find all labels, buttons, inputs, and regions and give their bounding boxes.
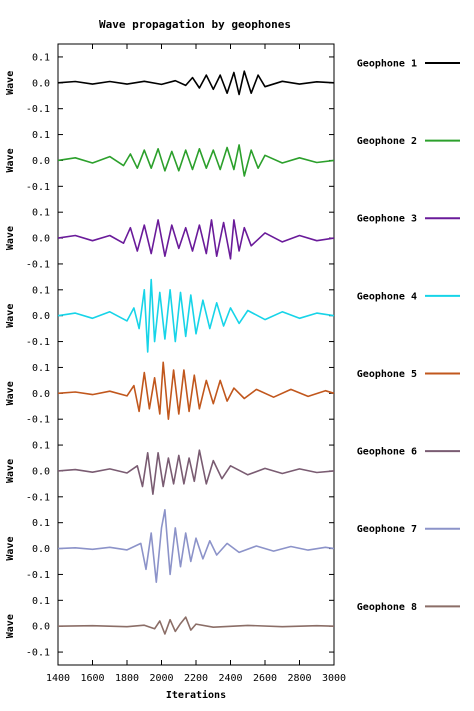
panel-5: 0.1 0.0 -0.1 Wave — [5, 361, 335, 426]
plot-frame — [57, 43, 335, 666]
x-tick-label: 2600 — [253, 673, 277, 684]
y-tick-label: 0.0 — [32, 466, 50, 477]
series-line-2 — [57, 144, 335, 177]
y-tick-label: 0.1 — [32, 596, 50, 607]
series-line-4 — [57, 278, 335, 353]
panel-4: 0.1 0.0 -0.1 Wave — [5, 278, 335, 353]
panel-2: 0.1 0.0 -0.1 Wave — [5, 130, 335, 193]
legend-item-4: Geophone 4 — [357, 291, 460, 302]
y-tick-label: 0.0 — [32, 234, 50, 245]
y-tick-label: -0.1 — [26, 492, 50, 503]
legend-item-3: Geophone 3 — [357, 214, 460, 225]
panels: 0.1 0.0 -0.1 Wave 0.1 0.0 -0.1 Wave 0.1 0.0 -0.1 Wa… — [5, 43, 335, 666]
series-line-3 — [57, 219, 335, 260]
y-axis-label: Wave — [5, 381, 16, 405]
panel-3: 0.1 0.0 -0.1 Wave — [5, 208, 335, 270]
y-axis-label: Wave — [5, 537, 16, 561]
chart-title: Wave propagation by geophones — [99, 18, 291, 31]
legend-item-1: Geophone 1 — [357, 58, 460, 69]
y-axis-label: Wave — [5, 614, 16, 638]
legend-label: Geophone 4 — [357, 291, 417, 302]
series-line-1 — [57, 70, 335, 96]
x-tick-label: 2000 — [149, 673, 173, 684]
y-tick-label: -0.1 — [26, 415, 50, 426]
y-tick-label: 0.1 — [32, 130, 50, 141]
y-tick-label: -0.1 — [26, 648, 50, 659]
x-tick-label: 2200 — [184, 673, 208, 684]
y-tick-label: 0.1 — [32, 363, 50, 374]
legend-label: Geophone 8 — [357, 602, 417, 613]
panel-6: 0.1 0.0 -0.1 Wave — [5, 441, 335, 503]
x-tick-label: 3000 — [322, 673, 346, 684]
y-tick-label: 0.0 — [32, 311, 50, 322]
x-tick-label: 2800 — [287, 673, 311, 684]
legend-label: Geophone 1 — [357, 58, 417, 69]
y-axis-label: Wave — [5, 459, 16, 483]
y-tick-label: 0.1 — [32, 441, 50, 452]
panel-8: 0.1 0.0 -0.1 Wave — [5, 596, 335, 659]
legend-label: Geophone 6 — [357, 447, 417, 458]
legend-label: Geophone 2 — [357, 136, 417, 147]
series-line-6 — [57, 449, 335, 496]
legend-item-5: Geophone 5 — [357, 369, 460, 380]
y-axis-label: Wave — [5, 71, 16, 95]
y-tick-label: -0.1 — [26, 259, 50, 270]
y-axis-label: Wave — [5, 226, 16, 250]
y-tick-label: -0.1 — [26, 104, 50, 115]
y-tick-label: -0.1 — [26, 182, 50, 193]
panel-7: 0.1 0.0 -0.1 Wave — [5, 508, 335, 584]
y-tick-label: 0.0 — [32, 622, 50, 633]
y-tick-label: 0.1 — [32, 52, 50, 63]
y-tick-label: -0.1 — [26, 570, 50, 581]
y-axis-label: Wave — [5, 148, 16, 172]
legend-item-7: Geophone 7 — [357, 524, 460, 535]
series-line-5 — [57, 361, 335, 421]
x-tick-label: 1400 — [46, 673, 70, 684]
y-tick-label: -0.1 — [26, 337, 50, 348]
legend-item-8: Geophone 8 — [357, 602, 460, 613]
series-line-8 — [57, 616, 335, 635]
panel-1: 0.1 0.0 -0.1 Wave — [5, 52, 335, 115]
series-line-7 — [57, 508, 335, 584]
x-axis-label: Iterations — [166, 689, 226, 701]
y-tick-label: 0.0 — [32, 156, 50, 167]
x-tick-label: 2400 — [218, 673, 242, 684]
y-tick-label: 0.1 — [32, 285, 50, 296]
x-tick-label: 1800 — [115, 673, 139, 684]
y-tick-label: 0.0 — [32, 78, 50, 89]
legend-label: Geophone 5 — [357, 369, 417, 380]
y-tick-label: 0.1 — [32, 518, 50, 529]
legend-label: Geophone 7 — [357, 524, 417, 535]
legend-item-2: Geophone 2 — [357, 136, 460, 147]
y-tick-label: 0.0 — [32, 389, 50, 400]
y-tick-label: 0.1 — [32, 208, 50, 219]
legend-item-6: Geophone 6 — [357, 447, 460, 458]
x-tick-label: 1600 — [80, 673, 104, 684]
x-axis: 1400 1600 1800 2000 2200 2400 2600 2800 3000 — [46, 44, 346, 684]
y-tick-label: 0.0 — [32, 544, 50, 555]
legend-label: Geophone 3 — [357, 214, 417, 225]
legend: Geophone 1 Geophone 2 Geophone 3 Geophone 4… — [357, 58, 460, 613]
y-axis-label: Wave — [5, 304, 16, 328]
